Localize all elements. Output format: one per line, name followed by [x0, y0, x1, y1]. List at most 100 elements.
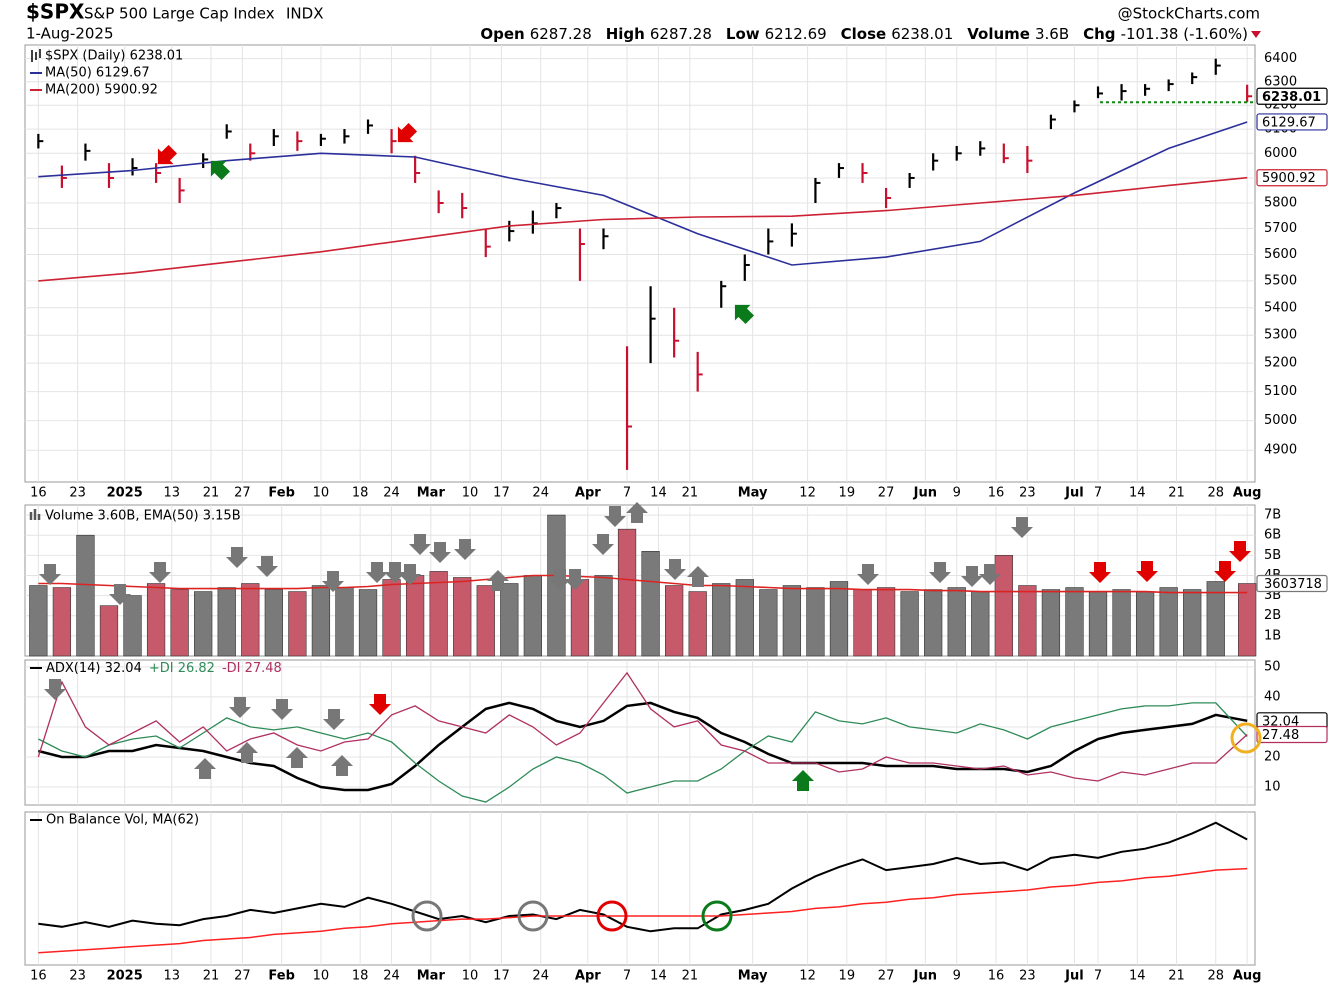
annotation-arrow [1136, 561, 1158, 582]
x-tick-label: 18 [352, 486, 369, 501]
volume-bar [170, 589, 189, 657]
value-tag-box [1256, 169, 1328, 187]
volume-bar [853, 589, 872, 657]
x-tick-label: 7 [1094, 486, 1102, 501]
volume-bar [146, 583, 166, 657]
y-tick-label: 40 [1264, 689, 1281, 704]
x-tick-label: 27 [878, 486, 895, 501]
x-tick-label: May [738, 969, 768, 984]
annotation-arrow [39, 564, 61, 585]
annotation-arrow [429, 542, 451, 563]
date: 1-Aug-2025 [26, 25, 114, 43]
x-tick-label: 13 [164, 969, 181, 984]
series-line [38, 821, 1248, 933]
y-tick-label: 5600 [1264, 247, 1297, 262]
annotation-arrow [687, 566, 709, 587]
volume-bar [217, 587, 236, 657]
volume-bar [570, 579, 590, 657]
y-tick-label: 6300 [1264, 74, 1297, 89]
annotation-arrow [604, 506, 626, 527]
x-tick-label: Feb [268, 969, 294, 984]
volume-bar [405, 575, 425, 657]
annotation-arrow [549, 569, 571, 590]
legend-entry: +DI 26.82 [149, 661, 215, 676]
x-tick-label: 28 [1207, 969, 1224, 984]
volume-bar [617, 528, 637, 657]
volume-bar [99, 605, 119, 657]
value-tag: 3603718 [1264, 577, 1322, 592]
quote-label: High [606, 25, 645, 43]
volume-bar [358, 589, 378, 657]
x-tick-label: 12 [799, 486, 816, 501]
annotation-circle [411, 900, 443, 932]
y-tick-label: 5800 [1264, 196, 1297, 211]
quote-value: 3.6B [1035, 25, 1069, 43]
x-tick-label: Apr [575, 969, 601, 984]
volume-bar [1238, 583, 1257, 657]
volume-bar [311, 585, 331, 657]
value-tag-box [1256, 574, 1328, 593]
annotation-arrow [1089, 562, 1111, 583]
volume-bar [994, 555, 1013, 657]
y-tick-label: 10 [1264, 779, 1281, 794]
panel-frame [24, 811, 1256, 966]
volume-bar [476, 585, 495, 657]
x-tick-label: 23 [1019, 486, 1036, 501]
x-tick-label: 10 [462, 969, 479, 984]
annotation-arrow [929, 562, 951, 583]
panel-frame [24, 659, 1256, 806]
annotation-arrow [226, 547, 248, 568]
annotation-arrow [626, 502, 648, 523]
quote-value: -101.38 (-1.60%) [1121, 25, 1248, 43]
x-tick-label: 27 [234, 969, 251, 984]
volume-bar [594, 575, 613, 657]
y-tick-label: 5500 [1264, 273, 1297, 288]
x-tick-label: 23 [69, 969, 86, 984]
y-tick-label: 50 [1264, 659, 1281, 674]
legend-entry: MA(200) 5900.92 [45, 83, 158, 98]
volume-bar [429, 571, 448, 657]
x-tick-label: 16 [30, 969, 47, 984]
x-tick-label: 19 [839, 486, 856, 501]
volume-bar [1159, 587, 1178, 657]
volume-bar [876, 587, 896, 657]
x-tick-label: 23 [69, 486, 86, 501]
x-tick-label: Aug [1233, 486, 1262, 501]
x-tick-label: Mar [417, 486, 446, 501]
legend: ADX(14) 32.04 +DI 26.82 -DI 27.48 [46, 661, 282, 676]
x-tick-label: 7 [1094, 969, 1102, 984]
annotation-arrow [149, 562, 171, 583]
annotation-arrow [194, 758, 216, 779]
x-tick-label: 21 [203, 969, 220, 984]
quote-value: 6212.69 [765, 25, 827, 43]
value-tag: 6129.67 [1262, 115, 1316, 130]
quote-value: 6238.01 [891, 25, 953, 43]
annotation-arrow [323, 709, 345, 730]
annotation-circle [1230, 722, 1262, 754]
series-line [37, 671, 1248, 782]
annotation-arrow [366, 562, 388, 583]
volume-bar [194, 591, 213, 657]
volume-bar [52, 587, 72, 657]
x-tick-label: 10 [313, 969, 330, 984]
series-line [38, 574, 1248, 594]
volume-bar [123, 595, 142, 657]
annotation-arrow [229, 697, 251, 718]
legend-bars-icon [31, 49, 41, 62]
legend-entry: -DI 27.48 [222, 661, 282, 676]
annotation-arrow [1011, 517, 1033, 538]
x-tick-label: 7 [623, 486, 631, 501]
symbol: $SPX [26, 0, 85, 24]
volume-bar [829, 581, 849, 657]
legend-bars-icon [29, 509, 41, 520]
annotation-circle [596, 900, 628, 932]
annotation-arrow [271, 699, 293, 720]
x-tick-label: 27 [878, 969, 895, 984]
x-tick-label: 14 [1129, 969, 1146, 984]
x-tick-label: May [738, 486, 768, 501]
volume-bar [806, 587, 825, 657]
volume-bar [29, 585, 48, 657]
volume-bar [453, 577, 472, 657]
quote-value: 6287.28 [650, 25, 712, 43]
x-tick-label: Jun [913, 969, 937, 984]
